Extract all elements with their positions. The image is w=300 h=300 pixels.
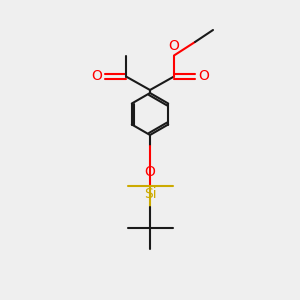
Text: O: O <box>169 39 179 53</box>
Text: O: O <box>198 70 209 83</box>
Text: O: O <box>91 70 102 83</box>
Text: O: O <box>145 165 155 179</box>
Text: Si: Si <box>144 188 156 202</box>
